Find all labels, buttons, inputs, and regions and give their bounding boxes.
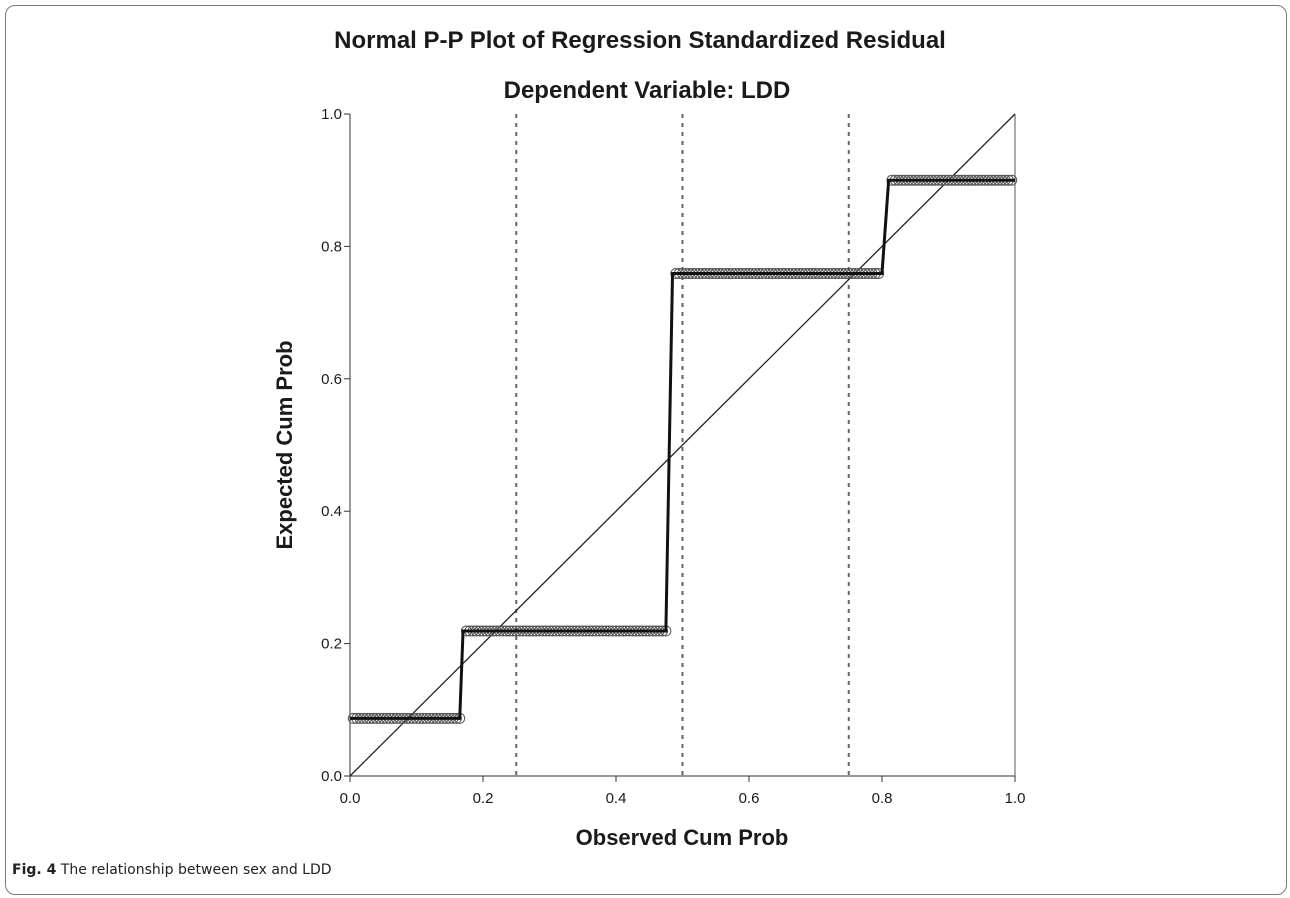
x-tick-label: 0.8 bbox=[872, 790, 893, 807]
x-tick-label: 0.0 bbox=[340, 790, 361, 807]
caption-label: Fig. 4 bbox=[12, 862, 56, 878]
x-ticks: 0.0 0.2 0.4 0.6 0.8 1.0 bbox=[340, 776, 1026, 807]
chart-title: Normal P-P Plot of Regression Standardiz… bbox=[334, 27, 946, 54]
figure-caption: Fig. 4 The relationship between sex and … bbox=[12, 862, 332, 878]
y-tick-label: 1.0 bbox=[321, 106, 342, 123]
x-tick-label: 0.6 bbox=[739, 790, 760, 807]
chart: Normal P-P Plot of Regression Standardiz… bbox=[0, 0, 1290, 860]
caption-text: The relationship between sex and LDD bbox=[61, 862, 332, 878]
y-ticks: 0.0 0.2 0.4 0.6 0.8 1.0 bbox=[321, 106, 350, 785]
y-tick-label: 0.6 bbox=[321, 371, 342, 388]
x-axis-title: Observed Cum Prob bbox=[576, 825, 789, 850]
chart-subtitle: Dependent Variable: LDD bbox=[504, 77, 791, 104]
x-tick-label: 0.4 bbox=[606, 790, 627, 807]
y-tick-label: 0.2 bbox=[321, 636, 342, 653]
y-tick-label: 0.8 bbox=[321, 238, 342, 255]
y-tick-label: 0.4 bbox=[321, 503, 342, 520]
x-tick-label: 1.0 bbox=[1005, 790, 1026, 807]
y-axis-title: Expected Cum Prob bbox=[272, 340, 297, 549]
y-tick-label: 0.0 bbox=[321, 768, 342, 785]
x-tick-label: 0.2 bbox=[473, 790, 494, 807]
